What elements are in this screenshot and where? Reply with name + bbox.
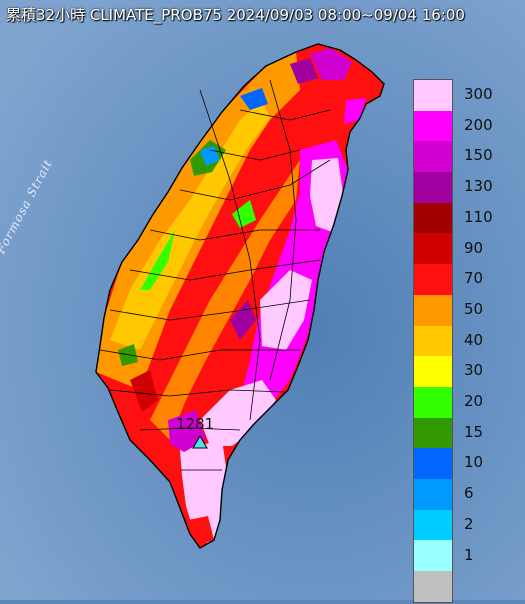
legend-label: 20	[464, 392, 484, 410]
map-title: 累積32小時 CLIMATE_PROB75 2024/09/03 08:00~0…	[6, 6, 465, 24]
legend-swatch	[414, 356, 452, 387]
legend-label: 70	[464, 269, 484, 288]
legend-label: 10	[464, 453, 484, 472]
legend-swatch	[414, 325, 452, 357]
legend-swatch	[414, 478, 452, 510]
legend-swatch	[414, 141, 452, 173]
legend-swatch	[414, 294, 452, 326]
legend-swatch	[414, 417, 452, 449]
legend-label: 300	[464, 85, 493, 103]
legend-swatch	[414, 448, 452, 479]
legend-swatch	[414, 202, 452, 234]
legend-swatch	[414, 233, 452, 265]
legend-label: 1	[464, 545, 474, 564]
legend-label: 50	[464, 299, 484, 318]
legend-label: 30	[464, 361, 484, 380]
legend-label: 150	[464, 146, 493, 165]
legend-swatch	[414, 80, 452, 111]
legend-label: 110	[464, 207, 493, 226]
legend-label: 90	[464, 238, 484, 257]
legend-label: 200	[464, 115, 493, 134]
station-marker-triangle-icon	[192, 435, 208, 449]
station-label: 1281	[176, 415, 215, 433]
legend-colorbar	[413, 79, 453, 603]
legend-label: 130	[464, 177, 493, 196]
legend-swatch	[414, 509, 452, 541]
legend-swatch	[414, 386, 452, 418]
admin-boundaries	[95, 43, 385, 549]
legend-swatch	[414, 110, 452, 142]
legend-label: 2	[464, 514, 474, 533]
legend-swatch	[414, 172, 452, 203]
legend-label: 40	[464, 330, 484, 349]
legend-label: 15	[464, 422, 484, 441]
legend-swatch	[414, 264, 452, 295]
legend-label: 6	[464, 484, 474, 503]
legend-swatch	[414, 571, 452, 602]
legend-swatch	[414, 540, 452, 571]
